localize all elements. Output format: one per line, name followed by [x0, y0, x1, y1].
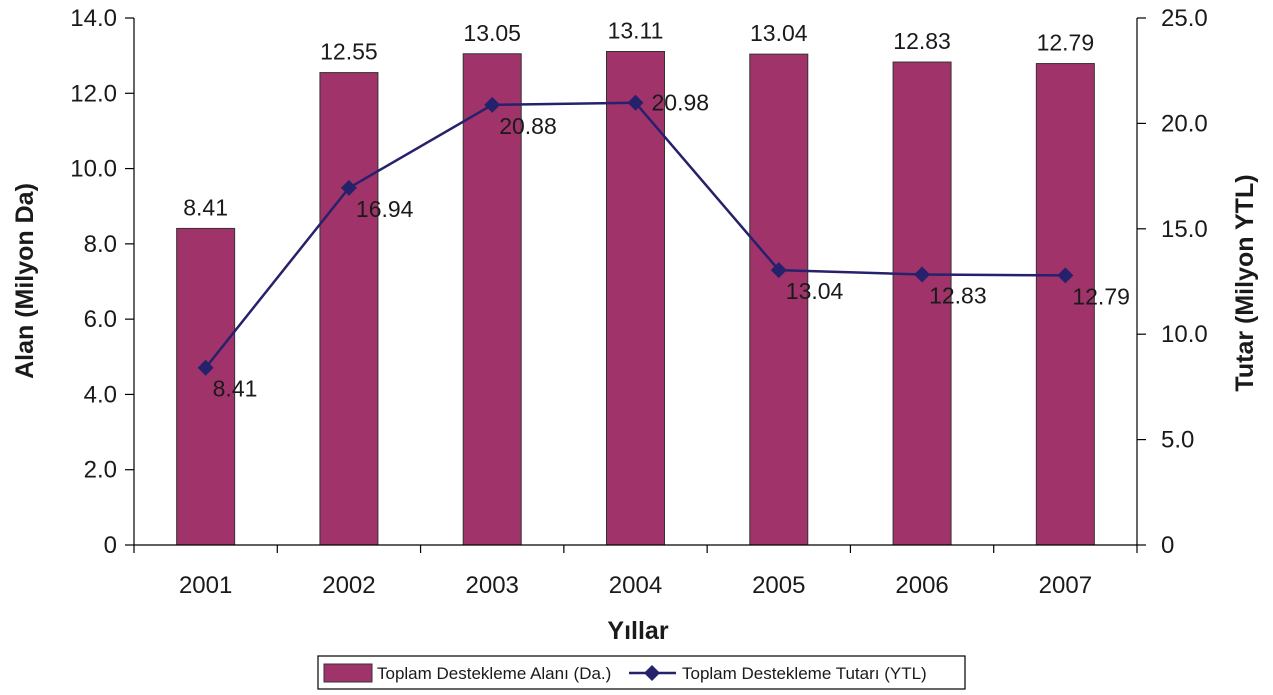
bar-data-label: 13.05 — [463, 20, 521, 46]
bar — [319, 72, 379, 546]
line-series — [197, 94, 1074, 376]
bar — [749, 53, 809, 546]
right-tick-label: 10.0 — [1161, 321, 1208, 348]
data-labels: 8.41 12.55 13.05 13.11 13.04 12.83 12.79 8.41 16… — [183, 18, 1130, 402]
x-tick-label: 2006 — [895, 572, 948, 599]
line-point — [1057, 267, 1074, 284]
x-tick-label: 2007 — [1039, 572, 1092, 599]
bar-data-label: 12.83 — [893, 28, 951, 54]
bar-data-label: 13.11 — [608, 18, 664, 44]
left-tick-label: 2.0 — [84, 457, 117, 484]
line-data-label: 12.79 — [1072, 283, 1130, 309]
line-data-label: 16.94 — [356, 196, 414, 222]
left-tick-label: 10.0 — [70, 156, 117, 183]
x-axis: 2001 2002 2003 2004 2005 2006 2007 — [133, 544, 1138, 599]
left-tick-label: 6.0 — [84, 306, 117, 333]
line-point — [627, 94, 644, 111]
right-tick-label: 5.0 — [1161, 427, 1194, 454]
left-y-axis: 0 2.0 4.0 6.0 8.0 10.0 12.0 14.0 — [70, 5, 135, 559]
x-axis-title: Yıllar — [607, 617, 668, 645]
line-data-label: 12.83 — [929, 283, 987, 309]
line-point — [197, 359, 214, 376]
line-data-label: 13.04 — [786, 278, 844, 304]
right-tick-label: 20.0 — [1161, 110, 1208, 137]
legend-label-amount: Toplam Destekleme Tutarı (YTL) — [682, 664, 927, 683]
line-data-label: 20.98 — [652, 90, 710, 116]
legend-marker-amount — [644, 665, 660, 681]
right-tick-label: 25.0 — [1161, 5, 1208, 32]
x-tick-label: 2002 — [322, 572, 375, 599]
bar — [176, 227, 236, 546]
bar-data-label: 13.04 — [750, 20, 808, 46]
left-tick-label: 14.0 — [70, 5, 117, 32]
y-axis-title-right: Tutar (Milyon YTL) — [1231, 174, 1259, 391]
left-tick-label: 12.0 — [70, 80, 117, 107]
bar-data-label: 12.79 — [1037, 30, 1095, 56]
x-tick-label: 2004 — [609, 572, 662, 599]
bar — [1035, 63, 1095, 546]
line-data-label: 20.88 — [499, 113, 557, 139]
x-tick-label: 2001 — [179, 572, 232, 599]
bar-series — [176, 51, 1095, 546]
line-point — [484, 96, 501, 113]
line-data-label: 8.41 — [213, 376, 258, 402]
left-tick-label: 4.0 — [84, 381, 117, 408]
legend-swatch-area — [323, 663, 373, 683]
left-tick-label: 8.0 — [84, 231, 117, 258]
legend-label-area: Toplam Destekleme Alanı (Da.) — [377, 664, 611, 683]
left-tick-label: 0 — [104, 532, 117, 559]
legend: Toplam Destekleme Alanı (Da.) Toplam Des… — [317, 655, 966, 690]
bar-data-label: 12.55 — [320, 39, 378, 65]
line-point — [770, 262, 787, 279]
bar — [606, 51, 665, 546]
right-y-axis: 0 5.0 10.0 15.0 20.0 25.0 — [1136, 5, 1208, 559]
bar-data-label: 8.41 — [183, 194, 228, 220]
y-axis-title-left: Alan (Milyon Da) — [11, 183, 39, 379]
x-tick-label: 2003 — [466, 572, 519, 599]
line-point — [914, 266, 931, 283]
line-point — [340, 179, 357, 196]
right-tick-label: 15.0 — [1161, 216, 1208, 243]
right-tick-label: 0 — [1161, 532, 1174, 559]
x-tick-label: 2005 — [752, 572, 805, 599]
bar — [892, 61, 952, 546]
